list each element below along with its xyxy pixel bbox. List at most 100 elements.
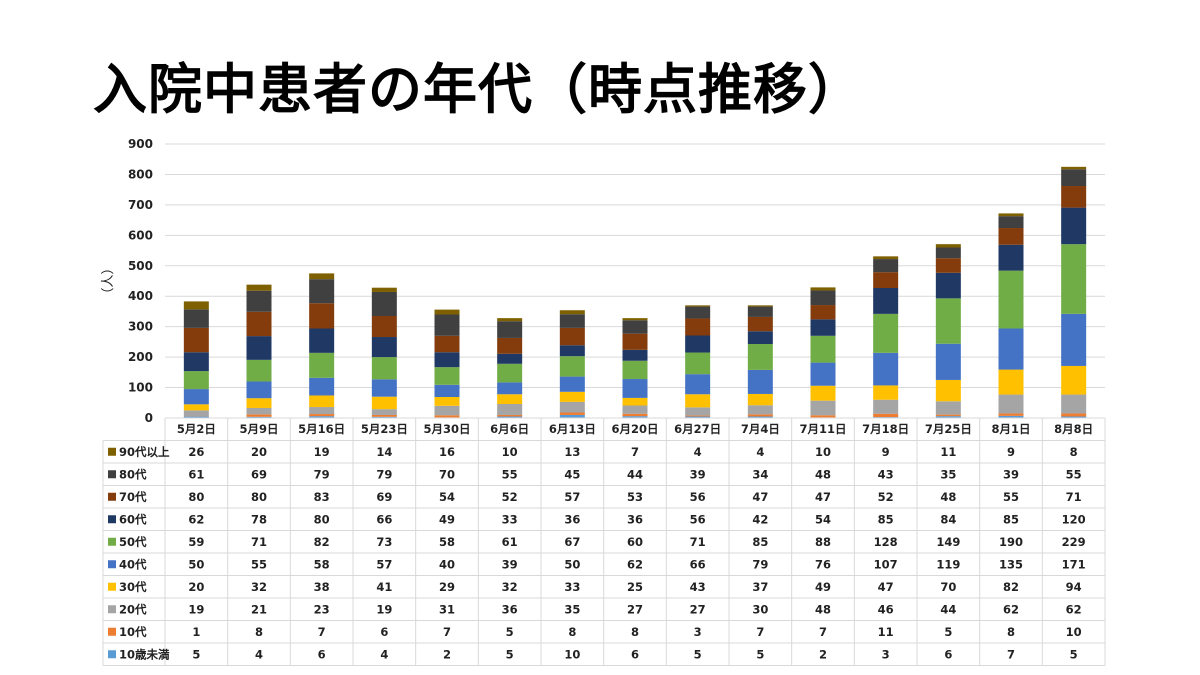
data-label: 6 — [318, 647, 326, 661]
bar-segment — [246, 416, 272, 418]
series-label: 50代 — [119, 535, 147, 549]
bar-segment — [371, 357, 397, 380]
data-label: 59 — [188, 535, 204, 549]
data-label: 8 — [255, 625, 263, 639]
data-label: 31 — [439, 602, 455, 616]
bar-segment — [810, 362, 836, 386]
data-label: 32 — [502, 580, 518, 594]
bar-segment — [434, 405, 460, 416]
bar-segment — [371, 287, 397, 292]
bar-segment — [183, 371, 209, 390]
data-label: 2 — [819, 647, 827, 661]
bar-segment — [685, 318, 711, 336]
data-label: 71 — [251, 535, 267, 549]
y-tick-label: 300 — [128, 320, 153, 334]
bar-segment — [371, 414, 397, 417]
category-label: 5月30日 — [423, 422, 470, 436]
bar-segment — [935, 379, 961, 402]
y-tick-label: 600 — [128, 228, 153, 242]
data-label: 35 — [940, 467, 956, 481]
bar-segment — [873, 413, 899, 418]
bar-segment — [559, 356, 585, 377]
bar-segment — [497, 363, 523, 383]
bar-segment — [935, 244, 961, 248]
category-label: 5月23日 — [361, 422, 408, 436]
bar-segment — [497, 403, 523, 415]
bar-segment — [622, 349, 648, 361]
data-label: 58 — [439, 535, 455, 549]
bar-segment — [497, 321, 523, 338]
data-label: 26 — [188, 445, 204, 459]
bar-segment — [873, 352, 899, 386]
data-label: 52 — [502, 490, 518, 504]
data-label: 62 — [627, 557, 643, 571]
data-label: 54 — [439, 490, 455, 504]
data-label: 5 — [756, 647, 764, 661]
bar-segment — [685, 306, 711, 319]
bar-segment — [183, 410, 209, 417]
data-label: 119 — [936, 557, 960, 571]
data-label: 60 — [627, 535, 643, 549]
bar-segment — [309, 273, 335, 280]
data-label: 57 — [376, 557, 392, 571]
series-label: 20代 — [119, 602, 147, 616]
bar-segment — [309, 416, 335, 418]
bar-segment — [309, 414, 335, 417]
data-label: 70 — [940, 580, 956, 594]
bar-segment — [998, 413, 1024, 416]
data-label: 27 — [690, 602, 706, 616]
data-label: 82 — [1003, 580, 1019, 594]
bar-segment — [810, 305, 836, 320]
data-label: 39 — [502, 557, 518, 571]
data-label: 33 — [564, 580, 580, 594]
bar-segment — [559, 376, 585, 392]
bar-segment — [622, 360, 648, 380]
data-label: 3 — [694, 625, 702, 639]
bar-segment — [685, 374, 711, 395]
bar-segment — [998, 228, 1024, 245]
data-label: 48 — [940, 490, 956, 504]
bar-segment — [1061, 244, 1087, 314]
bar-segment — [434, 335, 460, 353]
bar-segment — [873, 256, 899, 260]
bar-segment — [622, 413, 648, 417]
data-label: 47 — [878, 580, 894, 594]
data-label: 80 — [251, 490, 267, 504]
category-label: 6月27日 — [674, 422, 721, 436]
data-label: 128 — [874, 535, 898, 549]
data-label: 48 — [815, 602, 831, 616]
bar-segment — [873, 272, 899, 289]
bar-segment — [559, 391, 585, 402]
data-label: 30 — [752, 602, 768, 616]
data-label: 5 — [506, 625, 514, 639]
bar-segment — [371, 291, 397, 317]
data-label: 9 — [1007, 445, 1015, 459]
bar-segment — [309, 303, 335, 329]
series-label: 90代以上 — [119, 445, 170, 459]
data-label: 85 — [1003, 512, 1019, 526]
bar-segment — [309, 352, 335, 378]
data-label: 41 — [376, 580, 392, 594]
data-label: 5 — [506, 647, 514, 661]
series-label: 70代 — [119, 490, 147, 504]
bar-segment — [935, 416, 961, 418]
data-label: 229 — [1062, 535, 1086, 549]
data-table: 5月2日 5月9日 5月16日 5月23日 5月30日 6月6日 6月13日 6月20日 6月2… — [102, 417, 1106, 666]
bar-segment — [873, 288, 899, 314]
y-axis-label: （人） — [101, 261, 116, 300]
data-label: 7 — [756, 625, 764, 639]
data-label: 38 — [314, 580, 330, 594]
bar-segment — [183, 327, 209, 353]
data-label: 83 — [314, 490, 330, 504]
bar-segment — [1061, 166, 1087, 170]
bar-segment — [998, 244, 1024, 271]
data-label: 5 — [694, 647, 702, 661]
bar-segment — [183, 404, 209, 411]
data-label: 66 — [376, 512, 392, 526]
data-label: 11 — [940, 445, 956, 459]
data-label: 71 — [1066, 490, 1082, 504]
bar-segment — [810, 415, 836, 418]
data-label: 10 — [1066, 625, 1082, 639]
data-label: 55 — [251, 557, 267, 571]
data-label: 1 — [192, 625, 200, 639]
